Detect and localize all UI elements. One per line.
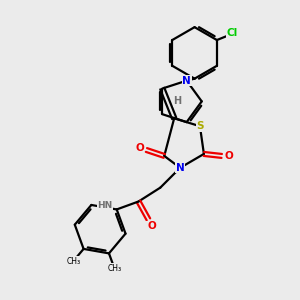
- Text: S: S: [196, 121, 204, 131]
- Text: O: O: [135, 143, 144, 153]
- Text: O: O: [147, 221, 156, 231]
- Text: O: O: [224, 151, 233, 161]
- Text: Cl: Cl: [226, 28, 237, 38]
- Text: CH₃: CH₃: [107, 264, 122, 273]
- Text: N: N: [182, 76, 191, 85]
- Text: H: H: [173, 96, 181, 106]
- Text: N: N: [176, 163, 184, 173]
- Text: HN: HN: [98, 201, 113, 210]
- Text: CH₃: CH₃: [66, 256, 80, 266]
